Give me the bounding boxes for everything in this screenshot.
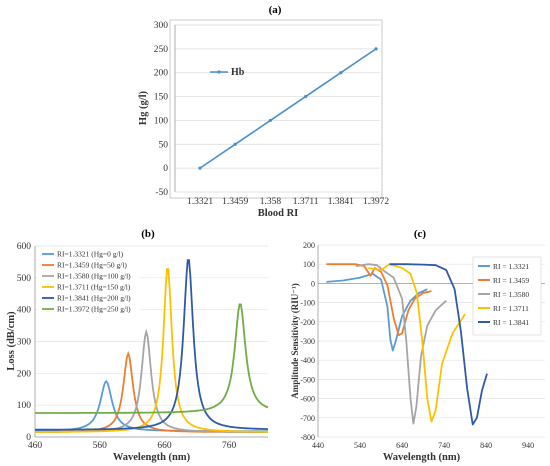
panel-c-series-line — [355, 263, 447, 425]
panel-c-ytick: -300 — [300, 337, 315, 346]
panel-a-data-point — [374, 47, 378, 51]
panel-b: (b) 0 100 200 300 400 500 600 460 560 660 760 Wavele… — [6, 228, 269, 463]
panel-a-xtick: 1.3321 — [187, 197, 213, 207]
panel-a-xtick: 1.3711 — [293, 197, 319, 207]
panel-b-series-line — [35, 259, 268, 431]
panel-c-xtick: 440 — [312, 441, 324, 450]
panel-a-ytick: 250 — [154, 45, 169, 55]
panel-c-legend-label: RI = 1.3321 — [493, 262, 529, 271]
panel-b-legend-label: RI=1.3841 (Hg=200 g/l) — [57, 294, 131, 303]
panel-c-ytick: -500 — [300, 375, 315, 384]
panel-b-xtick: 560 — [93, 441, 108, 451]
panel-a-ytick: -50 — [155, 188, 168, 198]
panel-c-series-line — [389, 263, 488, 426]
panel-c-series-line — [326, 263, 432, 337]
panel-b-ytick: 500 — [17, 274, 32, 284]
panel-c: (c) -800 -700 -600 -500 -400 -300 -200 -100 0 100 2… — [290, 228, 545, 463]
panel-a-ytick: 50 — [159, 140, 169, 150]
panel-b-legend-label: RI=1.3321 (Hg=0 g/l) — [57, 250, 124, 259]
panel-c-ytick: -800 — [300, 433, 315, 442]
panel-c-xtick: 940 — [522, 441, 534, 450]
panel-b-label: (b) — [141, 228, 155, 240]
panel-b-series-line — [35, 268, 268, 433]
panel-a-xtick: 1.3841 — [328, 197, 354, 207]
panel-b-ytick: 200 — [17, 369, 32, 379]
panel-c-ytick: -400 — [300, 356, 315, 365]
panel-b-ytick: 600 — [17, 242, 32, 252]
panel-a-ytick: 0 — [163, 164, 168, 174]
panel-a: (a) -50 0 50 100 150 200 250 300 1.3321 1.3459 1.35… — [138, 4, 389, 219]
panel-b-series-line — [35, 303, 269, 414]
panel-b-legend-label: RI=1.3580 (Hg=100 g/l) — [57, 272, 131, 281]
panel-c-xtick: 740 — [438, 441, 450, 450]
panel-a-data-point — [198, 166, 202, 170]
panel-a-data-point — [304, 94, 308, 99]
panel-b-xtick: 760 — [222, 441, 237, 451]
panel-a-legend-label: Hb — [231, 67, 245, 78]
panel-a-ytick: 300 — [154, 21, 169, 31]
panel-c-legend-label: RI = 1.3459 — [493, 276, 529, 285]
panel-c-legend-label: RI = 1.3580 — [493, 290, 529, 299]
panel-b-xlabel: Wavelength (nm) — [113, 452, 191, 463]
panel-c-ylabel: Amplitude Sensitivity (RIU⁻¹) — [290, 283, 300, 398]
panel-c-xtick: 640 — [396, 441, 408, 450]
panel-a-xtick: 1.358 — [260, 197, 282, 207]
panel-a-series-line — [199, 48, 377, 169]
panel-a-xlabel: Blood RI — [258, 208, 299, 219]
panel-b-legend-label: RI=1.3459 (Hg=50 g/l) — [57, 261, 127, 270]
panel-c-ytick: -100 — [300, 299, 315, 308]
panel-b-legend-label: RI=1.3972 (Hg=250 g/l) — [57, 305, 131, 314]
panel-a-data-point — [339, 71, 343, 75]
panel-c-ytick: 0 — [311, 279, 315, 288]
panel-a-data-point — [233, 142, 237, 146]
panel-b-series-line — [35, 379, 268, 433]
panel-b-xtick: 660 — [157, 441, 172, 451]
panel-b-ytick: 400 — [17, 306, 32, 316]
panel-a-ytick: 100 — [154, 116, 169, 126]
panel-a-label: (a) — [269, 4, 282, 16]
panel-a-frame — [169, 19, 383, 199]
panel-c-label: (c) — [414, 228, 427, 240]
panel-b-ylabel: Loss (dB/cm) — [6, 311, 17, 371]
panel-b-ytick: 100 — [17, 401, 32, 411]
panel-a-data-point — [268, 118, 272, 123]
panel-a-legend-marker — [217, 70, 221, 74]
panel-b-xtick: 460 — [28, 441, 43, 451]
panel-b-legend-label: RI=1.3711 (Hg=150 g/l) — [57, 283, 131, 292]
panel-c-legend-label: RI = 1.3841 — [493, 318, 529, 327]
panel-c-ytick: -600 — [300, 395, 315, 404]
panel-a-ytick: 150 — [154, 93, 169, 103]
panel-c-xtick: 840 — [480, 441, 492, 450]
panel-a-xtick: 1.3972 — [363, 197, 389, 207]
panel-b-ytick: 0 — [26, 433, 31, 443]
panel-c-ytick: -200 — [300, 318, 315, 327]
panel-b-legend-box — [38, 248, 140, 316]
panel-c-ytick: 200 — [303, 241, 315, 250]
panel-a-xtick: 1.3459 — [222, 197, 248, 207]
panel-a-ylabel: Hg (g/l) — [138, 90, 149, 125]
panel-c-xtick: 540 — [354, 441, 366, 450]
panel-c-legend-label: RI = 1.3711 — [493, 304, 529, 313]
panel-a-ytick: 200 — [154, 69, 169, 79]
panel-c-ytick: -700 — [300, 414, 315, 423]
panel-c-ytick: 100 — [303, 260, 315, 269]
panel-b-ytick: 300 — [17, 338, 32, 348]
panel-c-xlabel: Wavelength (nm) — [383, 452, 461, 463]
panel-c-series-line — [326, 272, 428, 352]
